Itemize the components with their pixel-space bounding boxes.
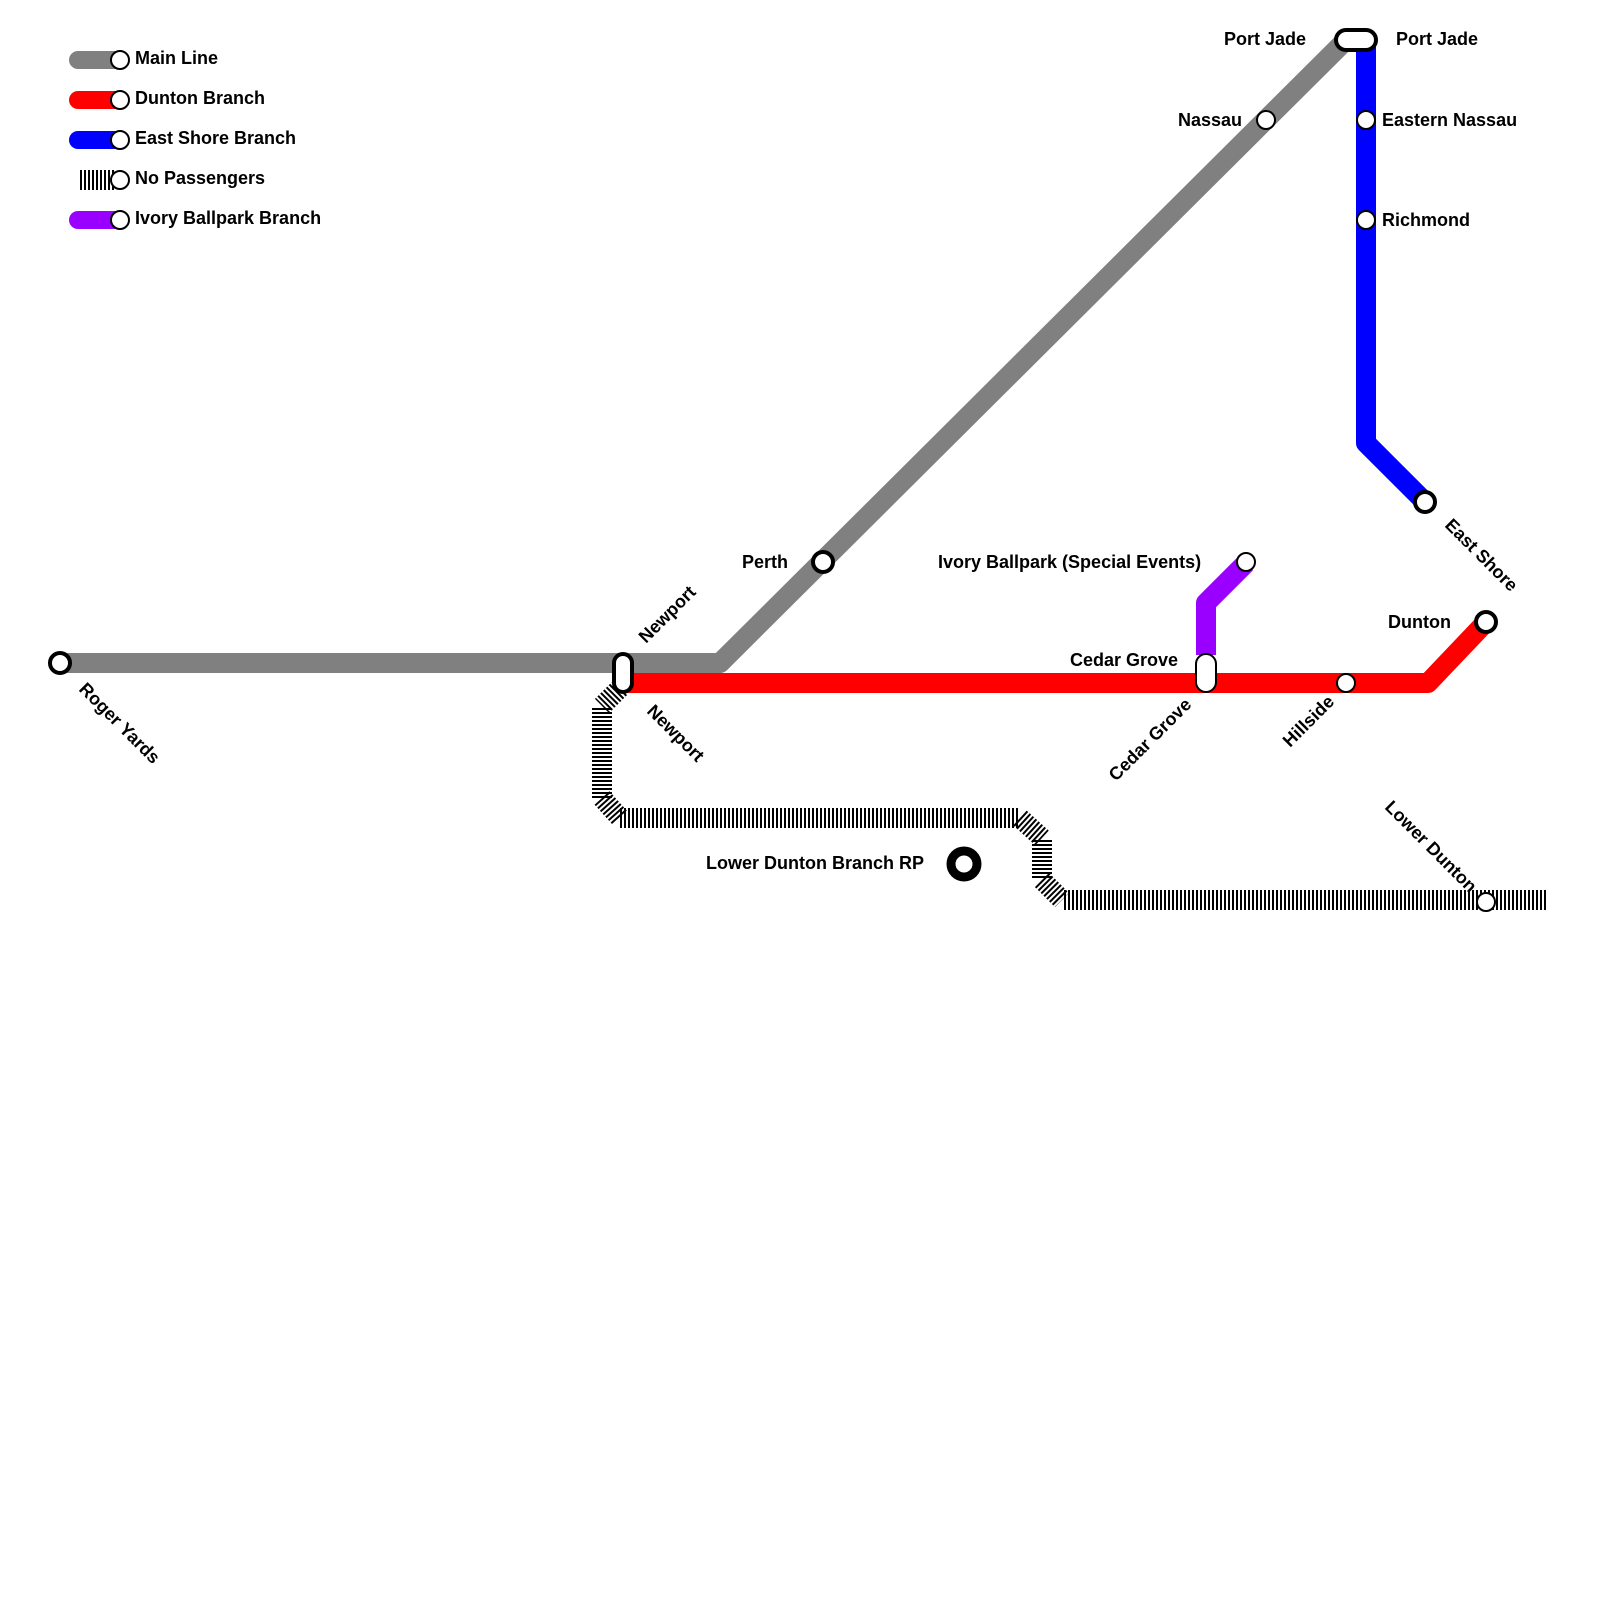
legend-item-no-passengers: No Passengers <box>80 168 265 190</box>
station-nassau[interactable] <box>1256 110 1276 130</box>
legend-item-dunton-branch: Dunton Branch <box>69 88 265 110</box>
legend-station-icon <box>110 90 130 110</box>
label-cedar-grove-bottom: Cedar Grove <box>1105 694 1196 785</box>
label-hillside: Hillside <box>1279 691 1338 750</box>
legend-item-main-line: Main Line <box>69 48 218 70</box>
legend-item-ivory-ballpark-branch: Ivory Ballpark Branch <box>69 208 321 230</box>
label-perth: Perth <box>742 552 788 572</box>
legend-label: Main Line <box>135 48 218 68</box>
station-newport[interactable] <box>612 652 634 694</box>
station-richmond[interactable] <box>1356 210 1376 230</box>
label-port-jade-left: Port Jade <box>1224 29 1306 49</box>
label-dunton: Dunton <box>1388 612 1451 632</box>
label-lower-dunton-branch-rp: Lower Dunton Branch RP <box>706 853 924 873</box>
line-dunton <box>620 615 1494 693</box>
station-roger-yards[interactable] <box>48 651 72 675</box>
legend-label: No Passengers <box>135 168 265 188</box>
label-newport-top: Newport <box>635 582 700 647</box>
legend-station-icon <box>110 50 130 70</box>
legend-station-icon <box>110 130 130 150</box>
station-eastern-nassau[interactable] <box>1356 110 1376 130</box>
label-newport-bottom: Newport <box>643 701 708 766</box>
legend-label: Ivory Ballpark Branch <box>135 208 321 228</box>
station-east-shore[interactable] <box>1413 490 1437 514</box>
station-hillside[interactable] <box>1336 673 1356 693</box>
label-roger-yards: Roger Yards <box>75 679 164 768</box>
line-main <box>60 30 1356 673</box>
legend-item-east-shore-branch: East Shore Branch <box>69 128 296 150</box>
legend-label: East Shore Branch <box>135 128 296 148</box>
station-dunton[interactable] <box>1474 610 1498 634</box>
label-port-jade-right: Port Jade <box>1396 29 1478 49</box>
line-ivory <box>1196 555 1254 655</box>
label-cedar-grove-top: Cedar Grove <box>1070 650 1178 670</box>
line-east-shore <box>1356 40 1433 510</box>
label-ivory-ballpark: Ivory Ballpark (Special Events) <box>938 552 1201 572</box>
station-cedar-grove[interactable] <box>1195 653 1217 693</box>
legend-label: Dunton Branch <box>135 88 265 108</box>
station-lower-dunton[interactable] <box>1476 892 1496 912</box>
label-nassau: Nassau <box>1178 110 1242 130</box>
line-no-passengers <box>592 680 1546 910</box>
label-lower-dunton: Lower Dunton <box>1381 797 1481 897</box>
stations: Roger Yards Newport Newport Perth Nassau… <box>48 28 1522 912</box>
legend-station-icon <box>110 170 130 190</box>
station-lower-dunton-branch-rp[interactable] <box>946 846 982 882</box>
legend: Main Line Dunton Branch East Shore Branc… <box>69 48 321 230</box>
label-eastern-nassau: Eastern Nassau <box>1382 110 1517 130</box>
station-ivory-ballpark[interactable] <box>1236 552 1256 572</box>
station-port-jade[interactable] <box>1334 28 1378 52</box>
label-east-shore: East Shore <box>1441 515 1522 596</box>
label-richmond: Richmond <box>1382 210 1470 230</box>
station-perth[interactable] <box>811 550 835 574</box>
legend-station-icon <box>110 210 130 230</box>
